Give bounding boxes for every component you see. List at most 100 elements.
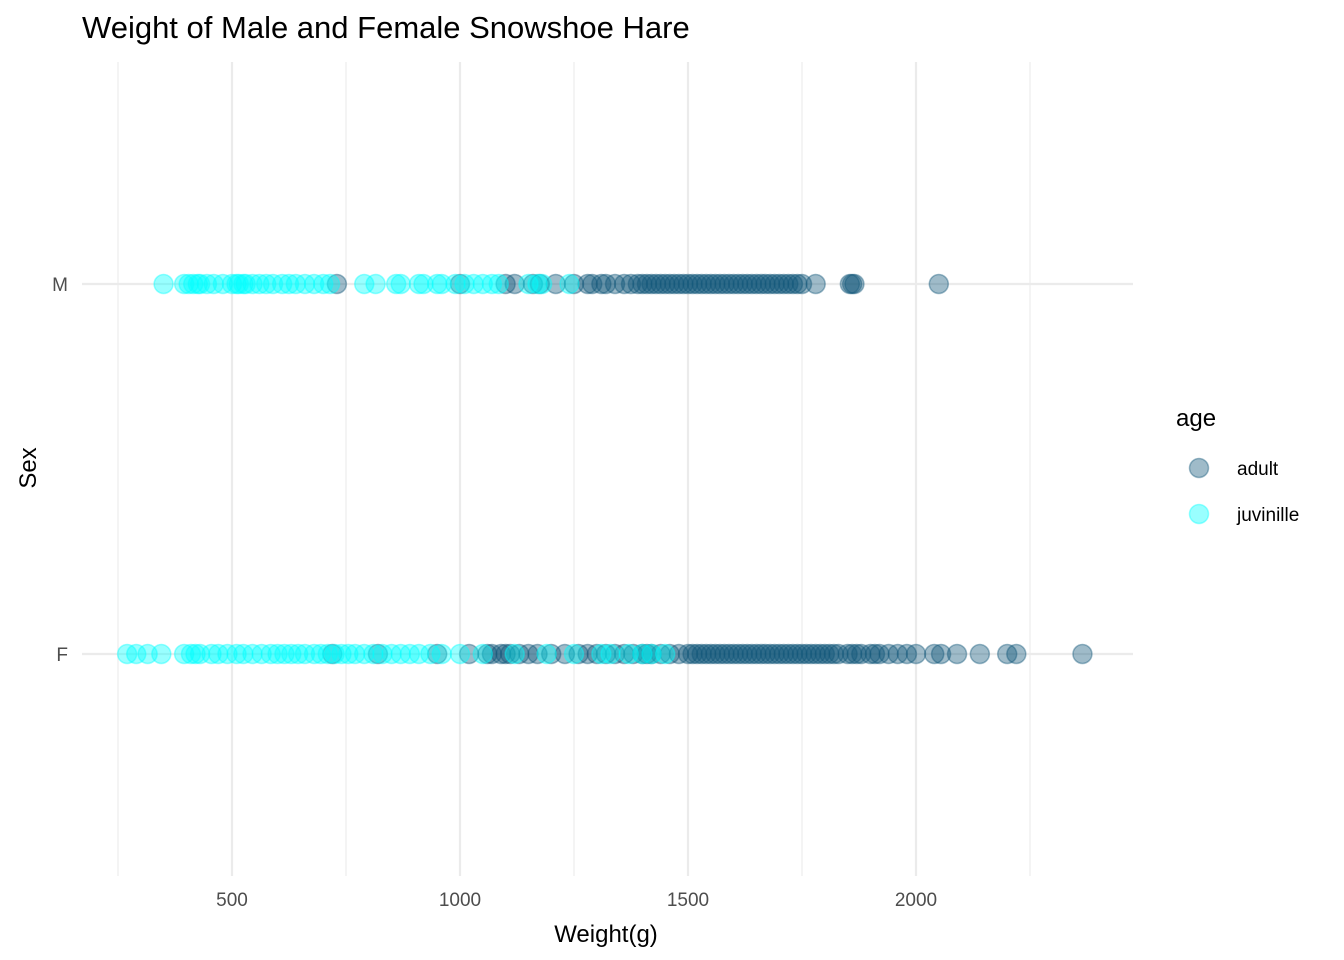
data-point [709, 273, 731, 295]
data-point [221, 273, 243, 295]
data-point [613, 643, 635, 665]
data-point [620, 273, 642, 295]
data-point [212, 273, 234, 295]
data-point [732, 643, 753, 665]
data-point [805, 273, 826, 295]
data-point [472, 273, 494, 295]
data-point [969, 643, 991, 665]
data-point [613, 273, 635, 295]
data-point [255, 273, 277, 295]
data-point [946, 643, 968, 665]
data-point [420, 643, 441, 665]
y-tick-label: F [56, 645, 68, 666]
data-point [326, 273, 348, 295]
data-point [686, 643, 708, 665]
data-point [185, 643, 206, 665]
data-point [458, 643, 480, 665]
data-point [577, 643, 598, 665]
data-point [251, 643, 272, 665]
y-tick-label: M [52, 275, 68, 296]
data-point [187, 273, 209, 295]
data-point [381, 643, 402, 665]
data-point [173, 643, 195, 665]
data-point [764, 273, 785, 295]
data-point [365, 273, 386, 295]
data-point [303, 643, 325, 665]
data-point [778, 273, 799, 295]
data-point [645, 273, 667, 295]
data-point [527, 643, 548, 665]
data-point [463, 273, 484, 295]
data-point [700, 643, 722, 665]
data-point [408, 643, 430, 665]
x-tick-label: 500 [216, 890, 248, 911]
data-point [828, 643, 849, 665]
data-point [477, 643, 498, 665]
data-point [755, 273, 776, 295]
x-axis-title: Weight(g) [554, 921, 658, 948]
data-point [595, 273, 617, 295]
data-point [367, 643, 389, 665]
data-point [353, 273, 375, 295]
data-point [618, 643, 639, 665]
data-point [363, 643, 384, 665]
data-points [116, 273, 1093, 665]
data-point [709, 643, 731, 665]
data-point [509, 643, 530, 665]
data-point [281, 643, 302, 665]
data-point [495, 273, 516, 295]
data-point [201, 643, 222, 665]
data-point [673, 273, 694, 295]
data-point [233, 643, 254, 665]
data-point [887, 643, 909, 665]
data-point [338, 643, 359, 665]
data-point [682, 643, 703, 665]
data-point [233, 273, 254, 295]
data-point [178, 273, 199, 295]
data-point [718, 643, 740, 665]
x-tick-label: 1000 [439, 890, 481, 911]
data-point [659, 273, 681, 295]
data-point [839, 273, 861, 295]
data-point [787, 273, 808, 295]
data-point [823, 643, 845, 665]
data-point [600, 643, 621, 665]
gridlines [82, 62, 1133, 876]
data-point [226, 643, 247, 665]
data-point [137, 643, 158, 665]
data-point [481, 273, 503, 295]
data-point [331, 643, 352, 665]
data-point [691, 273, 712, 295]
data-point [659, 643, 681, 665]
data-point [782, 273, 804, 295]
data-point [267, 643, 288, 665]
data-point [591, 273, 612, 295]
data-point [242, 273, 263, 295]
legend-title: age [1176, 405, 1216, 432]
data-point [322, 643, 343, 665]
data-point [805, 643, 826, 665]
data-point [274, 643, 295, 665]
data-point [449, 273, 471, 295]
data-point [554, 643, 576, 665]
legend-key [1188, 457, 1210, 479]
data-point [1072, 643, 1093, 665]
chart-title: Weight of Male and Female Snowshoe Hare [82, 10, 690, 45]
data-point [217, 643, 238, 665]
data-point [563, 643, 585, 665]
data-point [664, 273, 685, 295]
data-point [791, 273, 813, 295]
data-point [260, 643, 282, 665]
data-point [677, 273, 699, 295]
data-point [151, 643, 172, 665]
data-point [773, 643, 795, 665]
data-point [390, 273, 411, 295]
data-point [737, 643, 758, 665]
data-point [319, 273, 341, 295]
data-point [691, 643, 712, 665]
data-point [271, 273, 293, 295]
legend-key [1188, 503, 1210, 525]
data-point [399, 643, 421, 665]
data-point [727, 643, 749, 665]
